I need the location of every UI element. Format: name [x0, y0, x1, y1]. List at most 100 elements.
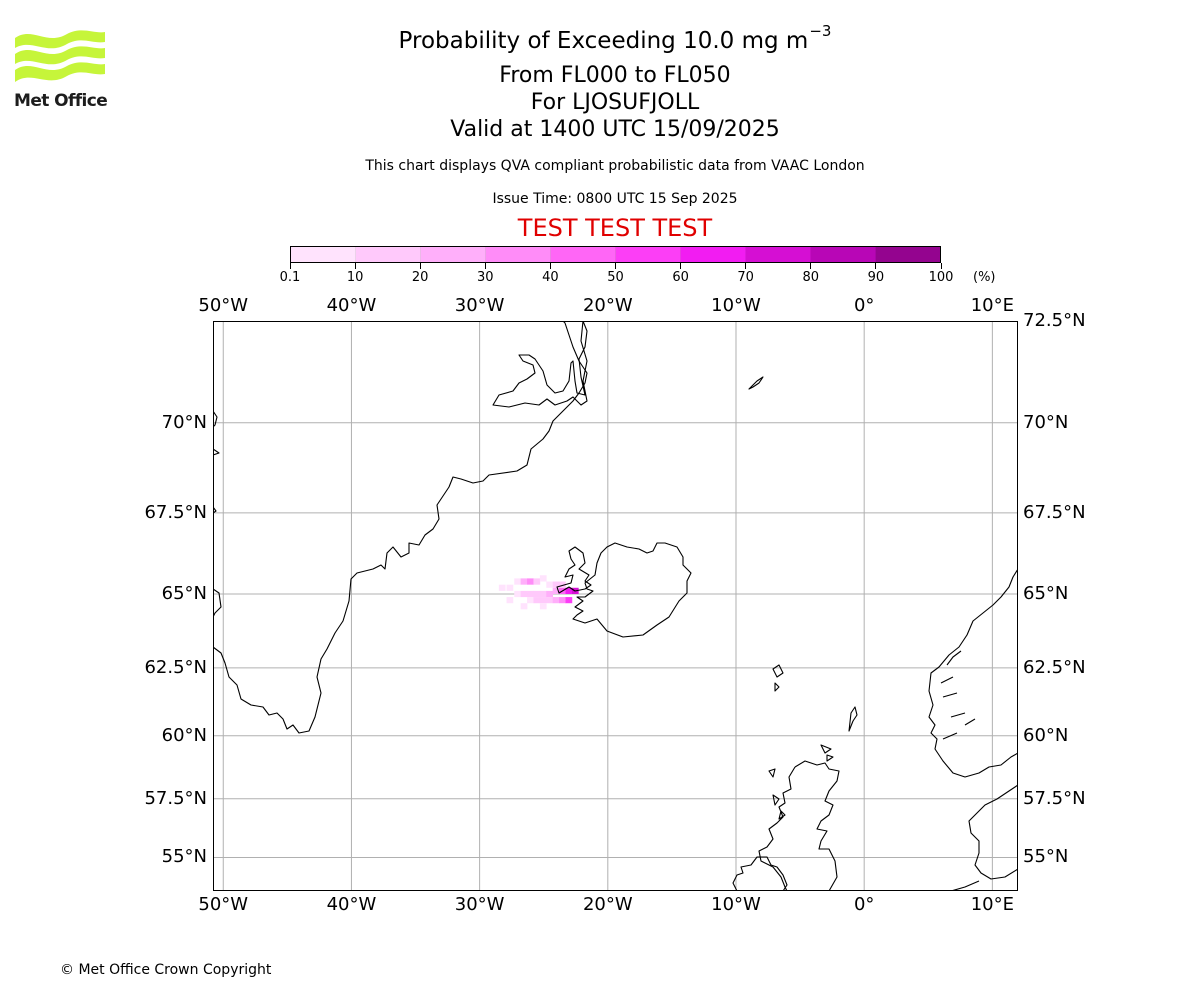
colorbar-tick-label: 10: [346, 270, 364, 285]
colorbar-tick-label: 60: [672, 270, 689, 285]
plume-cell: [539, 597, 547, 604]
colorbar-tick: [289, 263, 291, 269]
plume-cell: [533, 590, 541, 598]
logo-wordmark: Met Office: [14, 91, 108, 111]
colorbar-unit: (%): [973, 270, 996, 285]
lon-label-top: 50°W: [198, 295, 249, 316]
greenland-coastline: [213, 321, 588, 734]
lat-label-left: 57.5°N: [144, 787, 207, 809]
colorbar-tick: [354, 263, 356, 269]
colorbar-tick: [940, 263, 942, 269]
probability-map: [213, 321, 1018, 891]
flight-level-range: From FL000 to FL050: [499, 63, 731, 88]
shetland-coastline: [848, 706, 858, 732]
lat-label-left: 62.5°N: [144, 656, 207, 678]
copyright-notice: © Met Office Crown Copyright: [60, 962, 272, 978]
lon-label-bottom: 0°: [853, 894, 875, 915]
plume-cell: [539, 590, 547, 598]
plume-cell: [520, 590, 528, 598]
volcano-name: For LJOSUFJOLL: [530, 90, 700, 115]
plume-cell: [552, 581, 560, 588]
colorbar-segment: [811, 247, 876, 262]
colorbar-tick-label: 30: [477, 270, 494, 285]
plume-cell: [546, 597, 554, 604]
lat-label-right: 62.5°N: [1023, 656, 1086, 678]
lon-label-bottom: 10°W: [711, 894, 761, 915]
colorbar-tick: [419, 263, 421, 269]
norway-fjords: [940, 650, 976, 740]
plume-cell: [506, 584, 514, 591]
data-note: This chart displays QVA compliant probab…: [365, 158, 865, 174]
valid-time: Valid at 1400 UTC 15/09/2025: [450, 117, 780, 142]
plume-cell: [514, 578, 521, 585]
probability-colorbar: [290, 246, 941, 263]
colorbar-segment: [291, 247, 356, 262]
lon-label-top: 30°W: [454, 295, 505, 316]
chart-title: Probability of Exceeding 10.0 mg m−3: [0, 22, 1200, 54]
colorbar-tick-label: 100: [928, 270, 954, 285]
colorbar-tick: [615, 263, 616, 269]
colorbar-tick: [680, 263, 682, 269]
plume-cell: [533, 578, 541, 585]
colorbar-tick: [484, 263, 486, 269]
colorbar-tick-label: 70: [737, 270, 754, 285]
lat-label-right: 60°N: [1023, 724, 1069, 746]
plume-cell: [552, 587, 560, 595]
colorbar-tick: [745, 263, 747, 269]
plume-cell: [552, 597, 560, 604]
lat-label-left: 70°N: [161, 411, 207, 433]
lon-label-bottom: 20°W: [582, 894, 633, 915]
plume-cell: [546, 581, 554, 588]
colorbar-ticks: [289, 263, 942, 269]
colorbar-tick-label: 90: [867, 270, 885, 285]
plume-cell: [539, 603, 547, 610]
plume-cell: [520, 578, 528, 585]
lon-label-top: 40°W: [326, 295, 377, 316]
plume-cell: [539, 575, 547, 582]
plume-cell: [559, 581, 566, 588]
lon-label-top: 0°: [853, 295, 875, 316]
plume-cell: [520, 603, 528, 610]
lon-label-top: 10°E: [970, 295, 1014, 316]
colorbar-tick-label: 0.1: [279, 270, 301, 285]
colorbar-tick-label: 80: [802, 270, 820, 285]
lon-label-top: 20°W: [582, 295, 633, 316]
lon-label-bottom: 50°W: [198, 894, 249, 915]
colorbar-segment: [681, 247, 746, 262]
coastlines: [213, 321, 1018, 891]
lat-label-left: 60°N: [161, 724, 207, 746]
plume-cell: [506, 597, 514, 604]
britain-coastline: [758, 760, 840, 891]
colorbar-segment: [421, 247, 486, 262]
colorbar-segment: [746, 247, 811, 262]
lon-label-top: 10°W: [711, 295, 761, 316]
test-banner: TEST TEST TEST: [517, 214, 713, 242]
ireland-coastline: [732, 856, 788, 891]
issue-time: Issue Time: 0800 UTC 15 Sep 2025: [492, 191, 738, 207]
colorbar-tick: [875, 263, 877, 269]
plume-cell: [565, 587, 573, 595]
plume-cell: [565, 597, 573, 604]
colorbar-tick-label: 40: [542, 270, 559, 285]
colorbar-segment: [876, 247, 940, 262]
ash-plume: [498, 575, 579, 610]
plume-cell: [559, 597, 566, 604]
plume-cell: [514, 590, 521, 598]
orkney-coastline: [820, 744, 834, 762]
title-exponent: −3: [809, 22, 832, 40]
plume-cell: [533, 597, 541, 604]
lat-label-right: 57.5°N: [1023, 787, 1086, 809]
colorbar-tick-label: 20: [411, 270, 429, 285]
plume-cell: [527, 590, 534, 598]
colorbar-tick: [810, 263, 812, 269]
colorbar-segment: [486, 247, 551, 262]
met-office-logo-icon: [15, 30, 105, 82]
colorbar-segment: [356, 247, 421, 262]
colorbar-segment: [551, 247, 616, 262]
lon-label-bottom: 10°E: [970, 894, 1014, 915]
lon-label-bottom: 30°W: [454, 894, 505, 915]
colorbar-tick-label: 50: [607, 270, 624, 285]
plume-cell: [527, 597, 534, 604]
colorbar-tick: [549, 263, 551, 269]
lat-label-left: 67.5°N: [144, 501, 207, 523]
